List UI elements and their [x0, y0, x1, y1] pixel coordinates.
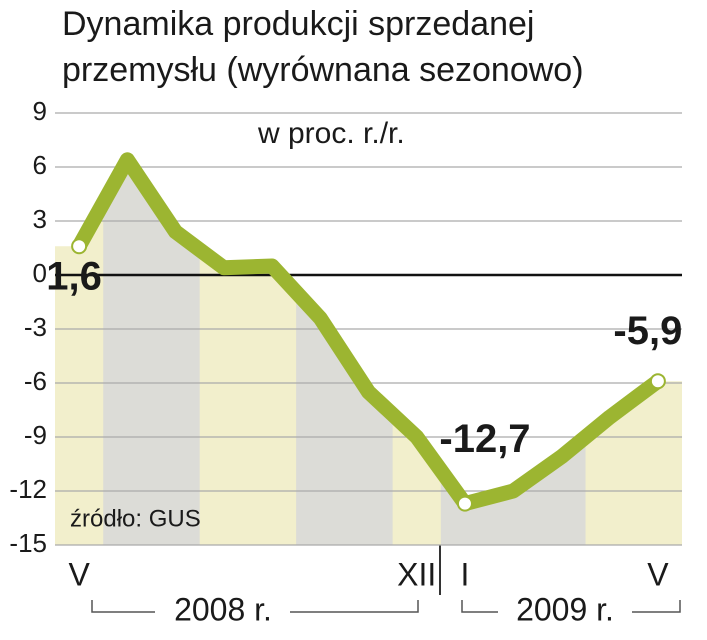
- point: [456, 495, 473, 512]
- y-tick-label: -12: [9, 474, 47, 504]
- y-tick-label: 6: [33, 150, 47, 180]
- x-tick-label: I: [461, 556, 470, 592]
- value-label: -5,9: [613, 309, 682, 353]
- chart-title: przemysłu (wyrównana sezonowo): [62, 51, 584, 89]
- x-tick-label: V: [647, 556, 669, 592]
- bracket-2008: [91, 600, 419, 613]
- stripe: [103, 159, 152, 545]
- y-tick-label: -3: [24, 312, 47, 342]
- chart-title: Dynamika produkcji sprzedanej: [62, 5, 534, 43]
- value-label: -12,7: [439, 417, 530, 461]
- x-tick-label: V: [68, 556, 90, 592]
- year-label: 2008 r.: [174, 591, 272, 627]
- value-label: 1,6: [46, 255, 102, 299]
- chart-subtitle: w proc. r./r.: [257, 117, 405, 150]
- y-tick-label: -15: [9, 528, 47, 558]
- point: [71, 238, 88, 255]
- point: [649, 373, 666, 390]
- y-tick-label: 3: [33, 204, 47, 234]
- y-tick-label: 9: [33, 96, 47, 126]
- year-brackets: [91, 600, 681, 613]
- bracket-2009: [461, 600, 681, 613]
- y-tick-label: -9: [24, 420, 47, 450]
- year-label: 2009 r.: [516, 591, 614, 627]
- line: [71, 152, 666, 512]
- y-tick-label: 0: [33, 258, 47, 288]
- y-tick-label: -6: [24, 366, 47, 396]
- x-tick-label: XII: [397, 556, 436, 592]
- source: źródło: GUS: [70, 505, 201, 532]
